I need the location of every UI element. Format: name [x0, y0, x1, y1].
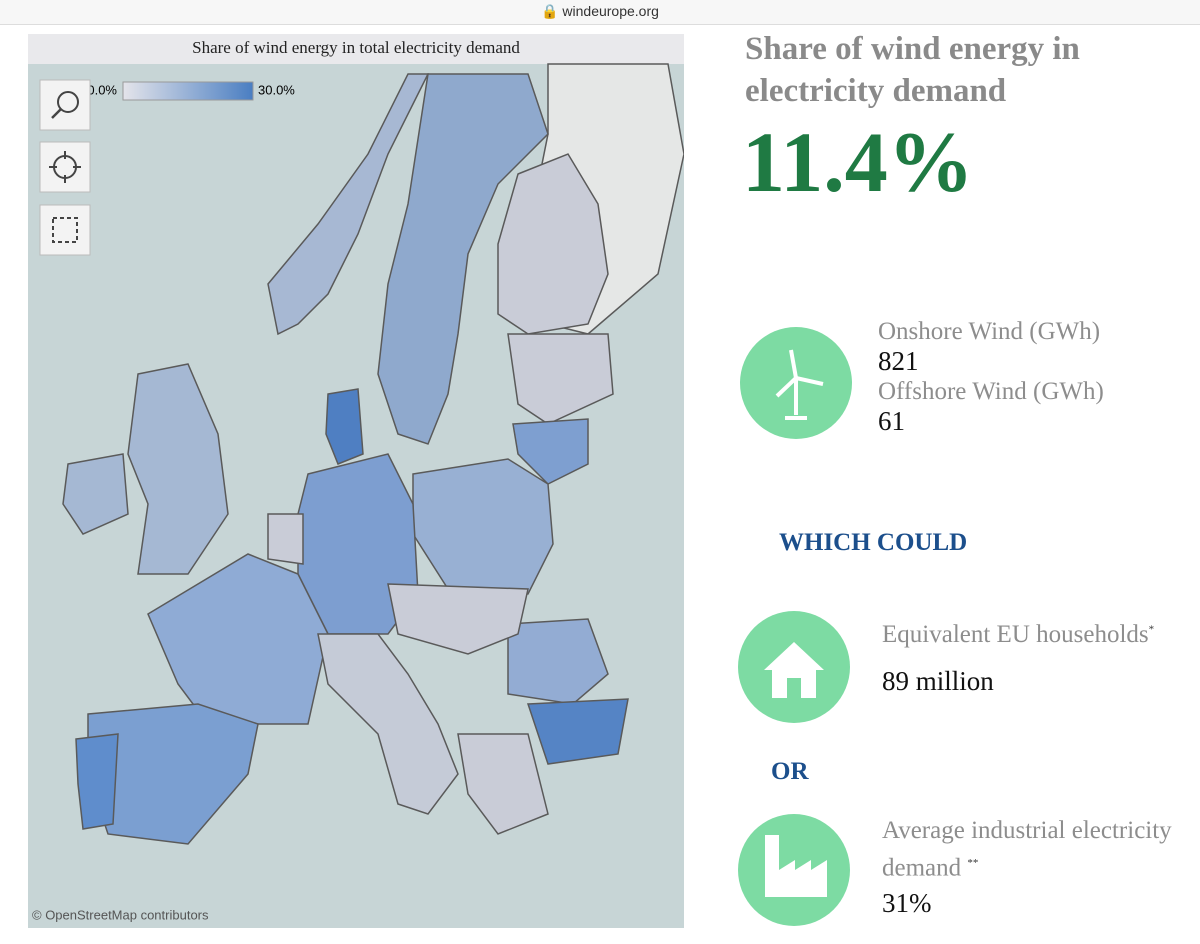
households-row: Equivalent EU households* [882, 621, 1154, 649]
legend-min: 0.0% [87, 82, 117, 97]
legend-ramp [122, 81, 254, 101]
headline: 11.4% [742, 114, 974, 210]
zoom-button[interactable] [39, 79, 91, 131]
onshore-label: Onshore Wind (GWh) [878, 318, 1101, 345]
households-value: 89 million [882, 666, 994, 696]
locate-button[interactable] [39, 141, 91, 193]
industrial-value: 31% [882, 888, 932, 918]
map-title-bar [28, 34, 684, 64]
connector: WHICH COULD [779, 529, 968, 556]
industrial-label: Average industrial electricity demand [882, 817, 1172, 882]
onshore-value: 821 [878, 346, 919, 376]
url[interactable]: windeurope.org [562, 3, 659, 19]
icons [738, 327, 852, 926]
offshore-label: Offshore Wind (GWh) [878, 378, 1104, 405]
address-bar: 🔒 windeurope.org [0, 0, 1200, 25]
countries [62, 63, 684, 845]
offshore-value: 61 [878, 406, 905, 436]
select-button[interactable] [39, 204, 91, 256]
households-label: Equivalent EU households [882, 621, 1149, 648]
industrial-row: Average industrial electricity demand ** [882, 815, 1197, 884]
legend-max: 30.0% [258, 82, 295, 97]
industrial-note: ** [967, 857, 979, 869]
separator: OR [771, 758, 809, 785]
attribution: © OpenStreetMap contributors [32, 907, 209, 922]
households-note: * [1148, 623, 1155, 636]
panel-title: Share of wind energy in electricity dema… [745, 31, 1080, 109]
map-title: Share of wind energy in total electricit… [192, 38, 520, 57]
map-panel: Share of wind energy in total electricit… [28, 34, 684, 928]
